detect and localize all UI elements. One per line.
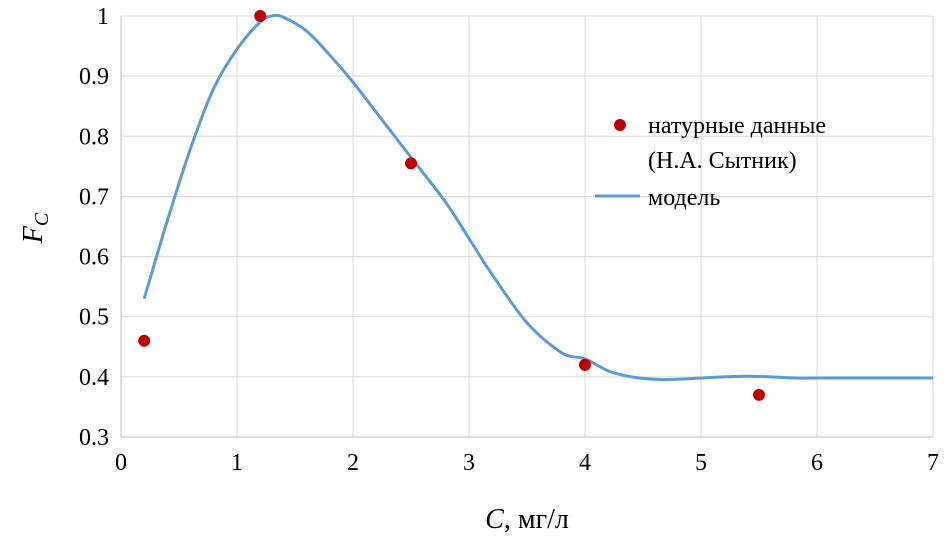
y-tick-label: 0.9 xyxy=(79,64,109,90)
x-tick-label: 2 xyxy=(347,450,359,476)
x-tick-label: 1 xyxy=(231,450,243,476)
x-axis-unit: , мг/л xyxy=(504,504,569,535)
legend-label-points-line2: (Н.А. Сытник) xyxy=(648,148,797,174)
y-tick-label: 0.4 xyxy=(79,365,109,391)
y-tick-label: 1 xyxy=(97,4,109,30)
axes xyxy=(120,16,933,438)
x-tick-label: 3 xyxy=(463,450,475,476)
x-axis-title: C, мг/л xyxy=(485,504,569,535)
legend: натурные данные (Н.А. Сытник) модель xyxy=(595,113,826,211)
x-tick-label: 4 xyxy=(579,450,591,476)
x-tick-labels: 0 1 2 3 4 5 6 7 xyxy=(115,450,939,476)
field-data-series xyxy=(138,10,765,401)
x-tick-label: 5 xyxy=(695,450,707,476)
x-tick-label: 0 xyxy=(115,450,127,476)
data-point xyxy=(753,388,765,401)
data-point xyxy=(579,358,591,371)
vertical-gridlines xyxy=(236,16,934,437)
y-axis-title: FC xyxy=(18,212,53,244)
y-tick-label: 0.6 xyxy=(79,245,109,271)
data-point xyxy=(138,334,151,347)
y-axis-variable: F xyxy=(18,225,49,244)
y-tick-label: 0.7 xyxy=(79,184,109,210)
model-series xyxy=(142,13,933,381)
data-point xyxy=(254,10,267,22)
y-tick-label: 0.8 xyxy=(79,124,109,150)
legend-marker-points xyxy=(614,119,626,131)
legend-label-points-line1: натурные данные xyxy=(648,113,826,139)
y-tick-labels: 0.3 0.4 0.5 0.6 0.7 0.8 0.9 1 xyxy=(79,4,109,451)
x-tick-label: 7 xyxy=(927,450,939,476)
y-axis-subscript: C xyxy=(31,212,53,226)
x-axis-variable: C xyxy=(485,504,504,535)
y-tick-label: 0.5 xyxy=(79,305,109,331)
model-line xyxy=(142,13,933,381)
data-point xyxy=(405,157,417,170)
y-tick-label: 0.3 xyxy=(79,425,109,451)
x-tick-label: 6 xyxy=(811,450,823,476)
legend-label-line: модель xyxy=(648,185,720,211)
